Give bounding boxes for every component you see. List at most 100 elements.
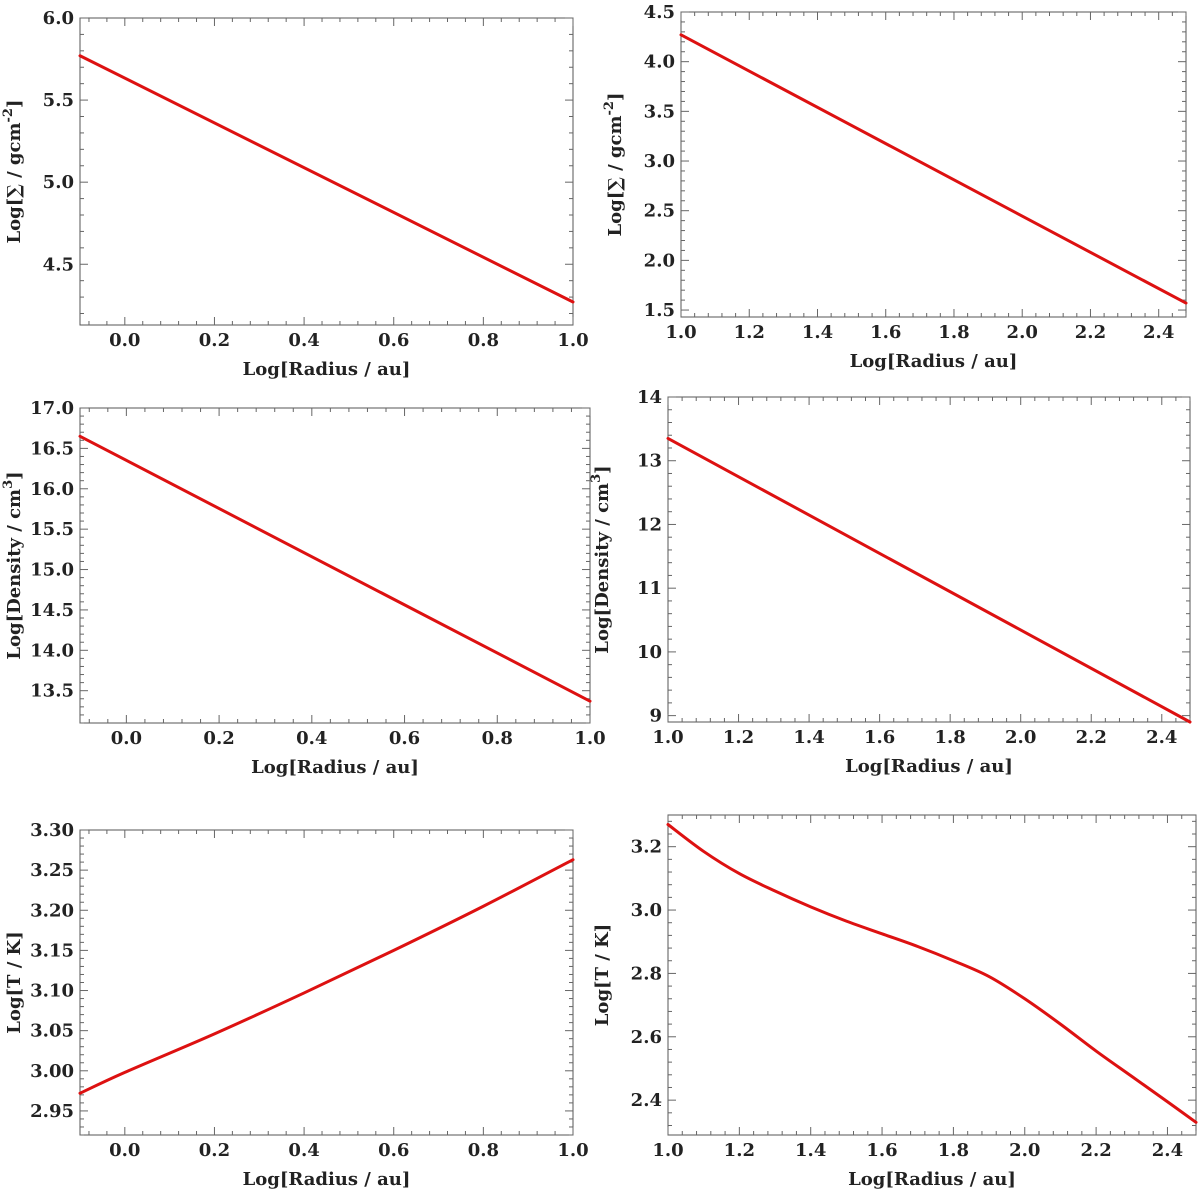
x-tick-label: 1.2 — [724, 1140, 755, 1161]
x-tick-label: 0.8 — [468, 1140, 499, 1161]
y-tick-label: 2.5 — [644, 201, 675, 222]
x-tick-label: 0.6 — [378, 1140, 409, 1161]
x-tick-label: 2.2 — [1075, 322, 1106, 343]
y-tick-label: 5.5 — [43, 90, 74, 111]
y-tick-label: 14 — [637, 387, 662, 408]
y-tick-label: 5.0 — [43, 172, 74, 193]
y-axis-label: Log[T / K] — [4, 931, 25, 1033]
y-axis-label: Log[∑ / gcm-2] — [602, 92, 626, 236]
x-tick-label: 1.4 — [793, 727, 824, 748]
y-tick-label: 3.00 — [30, 1061, 74, 1082]
x-tick-label: 0.0 — [109, 1140, 140, 1161]
y-tick-label: 2.0 — [644, 250, 675, 271]
x-tick-label: 1.0 — [652, 727, 683, 748]
x-tick-label: 2.2 — [1076, 727, 1107, 748]
y-tick-label: 3.5 — [644, 101, 675, 122]
x-tick-label: 0.4 — [296, 728, 327, 749]
x-tick-label: 1.0 — [574, 728, 605, 749]
y-tick-label: 17.0 — [30, 398, 74, 419]
y-tick-label: 9 — [649, 706, 662, 727]
x-tick-label: 2.2 — [1080, 1140, 1111, 1161]
plot-frame — [79, 17, 574, 326]
x-tick-label: 1.8 — [938, 1140, 969, 1161]
x-axis-label: Log[Radius / au] — [243, 1169, 411, 1190]
y-tick-label: 3.10 — [30, 981, 74, 1002]
x-tick-label: 1.2 — [734, 322, 765, 343]
y-tick-label: 3.15 — [30, 940, 74, 961]
y-tick-label: 3.2 — [631, 837, 662, 858]
x-axis-label: Log[Radius / au] — [848, 1169, 1016, 1190]
x-tick-label: 0.4 — [288, 330, 319, 351]
y-tick-label: 3.25 — [30, 860, 74, 881]
y-tick-label: 4.0 — [644, 52, 675, 73]
y-tick-label: 14.5 — [30, 600, 74, 621]
y-tick-label: 10 — [637, 642, 662, 663]
x-tick-label: 1.6 — [866, 1140, 897, 1161]
y-tick-label: 2.8 — [631, 963, 662, 984]
series-line-Density — [666, 436, 1192, 724]
y-tick-label: 12 — [637, 514, 662, 535]
x-tick-label: 2.4 — [1146, 727, 1177, 748]
y-axis-label: Log[∑ / gcm-2] — [1, 99, 25, 243]
x-tick-label: 0.0 — [111, 728, 142, 749]
y-axis-label: Log[T / K] — [592, 924, 613, 1026]
x-tick-label: 2.0 — [1007, 322, 1038, 343]
x-tick-label: 0.6 — [389, 728, 420, 749]
x-tick-label: 2.0 — [1009, 1140, 1040, 1161]
x-tick-label: 1.0 — [557, 330, 588, 351]
y-tick-label: 13 — [637, 451, 662, 472]
x-tick-label: 1.8 — [934, 727, 965, 748]
y-tick-label: 3.0 — [631, 900, 662, 921]
x-tick-label: 1.8 — [938, 322, 969, 343]
x-tick-label: 2.0 — [1005, 727, 1036, 748]
y-tick-label: 3.0 — [644, 151, 675, 172]
series-line-Σ — [679, 33, 1188, 305]
x-tick-label: 0.2 — [199, 330, 230, 351]
x-tick-label: 0.4 — [288, 1140, 319, 1161]
x-tick-label: 0.0 — [109, 330, 140, 351]
x-tick-label: 1.6 — [870, 322, 901, 343]
x-tick-label: 0.2 — [199, 1140, 230, 1161]
y-tick-label: 2.6 — [631, 1027, 662, 1048]
y-tick-label: 15.5 — [30, 519, 74, 540]
x-tick-label: 0.8 — [482, 728, 513, 749]
y-tick-label: 13.5 — [30, 681, 74, 702]
x-tick-label: 1.6 — [864, 727, 895, 748]
x-tick-label: 2.4 — [1152, 1140, 1183, 1161]
x-tick-label: 1.4 — [795, 1140, 826, 1161]
plot-frame — [667, 396, 1191, 723]
x-tick-label: 0.2 — [203, 728, 234, 749]
x-tick-label: 0.6 — [378, 330, 409, 351]
x-tick-label: 1.4 — [802, 322, 833, 343]
y-tick-label: 14.0 — [30, 640, 74, 661]
series-line-Density — [78, 434, 592, 703]
plot-frame — [680, 11, 1187, 318]
y-tick-label: 2.95 — [30, 1101, 74, 1122]
y-tick-label: 4.5 — [43, 254, 74, 275]
series-line-T — [78, 858, 575, 1095]
y-axis-label: Log[Density / cm3] — [1, 471, 25, 659]
series-line-T — [666, 823, 1198, 1124]
plot-frame — [79, 407, 591, 724]
y-tick-label: 11 — [637, 578, 662, 599]
y-tick-label: 3.30 — [30, 820, 74, 841]
x-tick-label: 1.0 — [665, 322, 696, 343]
y-tick-label: 6.0 — [43, 8, 74, 29]
y-tick-label: 4.5 — [644, 2, 675, 23]
x-tick-label: 2.4 — [1143, 322, 1174, 343]
x-axis-label: Log[Radius / au] — [850, 351, 1018, 372]
y-tick-label: 1.5 — [644, 300, 675, 321]
y-tick-label: 15.0 — [30, 560, 74, 581]
series-line-Σ — [78, 54, 575, 304]
y-axis-label: Log[Density / cm3] — [589, 465, 613, 653]
x-tick-label: 0.8 — [468, 330, 499, 351]
y-tick-label: 16.5 — [30, 438, 74, 459]
x-tick-label: 1.2 — [723, 727, 754, 748]
